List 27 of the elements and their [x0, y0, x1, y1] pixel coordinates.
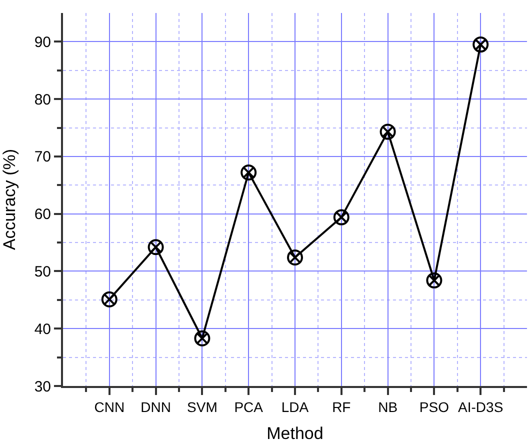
- x-tick-label: RF: [332, 398, 351, 415]
- y-tick-label: 80: [34, 91, 51, 108]
- y-tick-label: 30: [34, 378, 51, 396]
- y-tick-label: 60: [34, 206, 51, 224]
- x-tick-label: LDA: [281, 398, 310, 415]
- point: [101, 291, 118, 308]
- point: [472, 36, 489, 53]
- point: [287, 249, 303, 266]
- point: [240, 164, 257, 181]
- y-axis-title: Accuracy (%): [0, 148, 19, 250]
- x-tick-label: SVM: [187, 398, 218, 415]
- x-axis-title: Method: [266, 424, 324, 443]
- x-tick-label: PSO: [419, 398, 450, 415]
- point: [380, 124, 396, 140]
- x-tick-label: PCA: [234, 398, 264, 415]
- x-tick-label: DNN: [140, 398, 171, 415]
- point: [333, 209, 350, 226]
- point: [426, 272, 442, 288]
- y-tick-label: 40: [34, 320, 51, 338]
- x-tick-label: AI-D3S: [458, 398, 504, 415]
- y-tick-label: 70: [34, 148, 51, 166]
- x-tick-label: CNN: [94, 398, 125, 415]
- point: [148, 239, 164, 256]
- x-tick-label: NB: [378, 398, 398, 415]
- y-tick-label: 90: [34, 34, 51, 51]
- point: [194, 330, 210, 346]
- y-tick-label: 50: [34, 263, 51, 280]
